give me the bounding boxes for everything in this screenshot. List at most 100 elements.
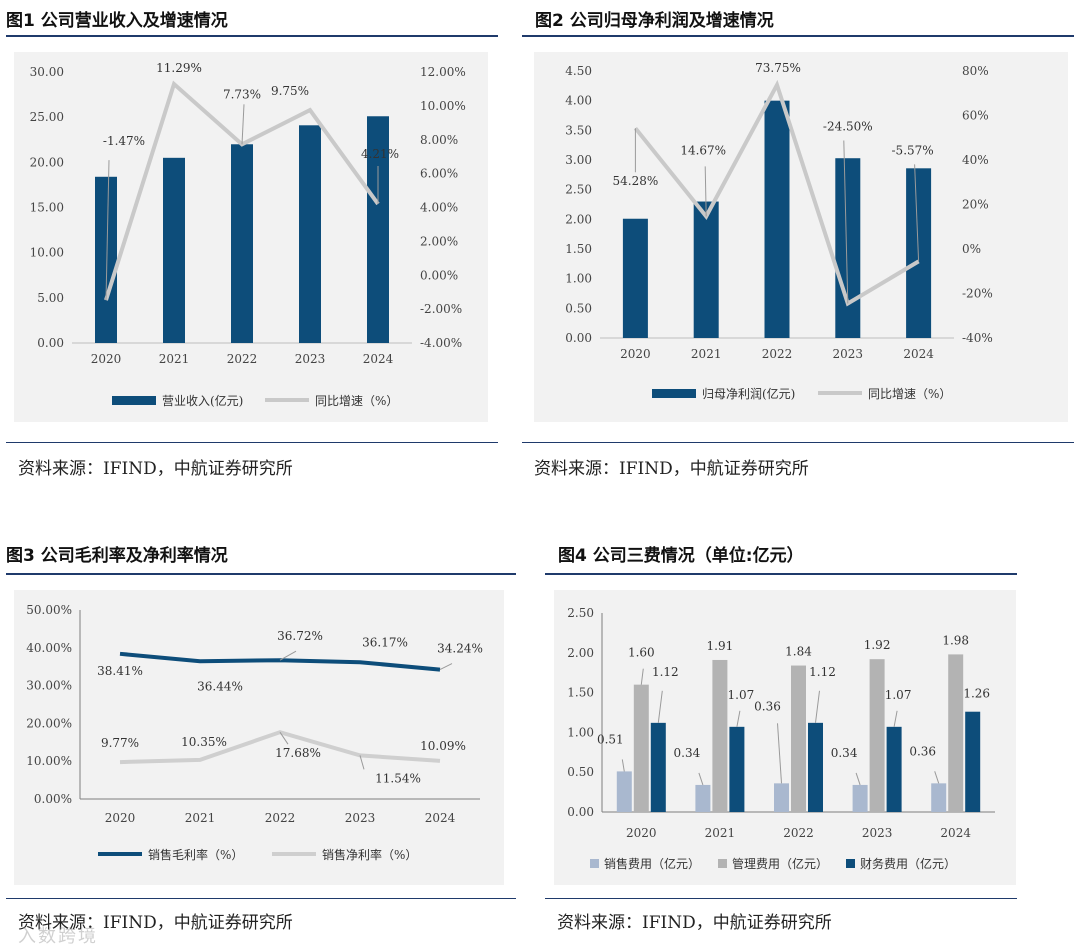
finance-expense-data-label: 1.12 — [809, 665, 836, 679]
y-tick-label: 0.00 — [567, 805, 594, 819]
fig1-title-text: 公司营业收入及增速情况 — [40, 11, 228, 31]
leader-line — [893, 710, 898, 727]
legend-admin-expense-swatch — [718, 859, 727, 868]
fig2-source: 资料来源：IFIND，中航证券研究所 — [534, 459, 809, 479]
y2-tick-label: 8.00% — [420, 133, 458, 147]
x-tick-label: 2023 — [862, 826, 893, 840]
y-tick-label: 1.00 — [565, 272, 592, 286]
watermark: 入数跨境 — [18, 926, 98, 947]
fig1-top-rule — [6, 35, 498, 37]
y2-tick-label: 80% — [962, 64, 989, 78]
y-tick-label: 5.00 — [37, 291, 64, 305]
x-tick-label: 2024 — [425, 811, 456, 825]
y2-tick-label: 12.00% — [420, 65, 466, 79]
leader-line — [105, 160, 110, 301]
admin-expense-bar — [712, 659, 728, 812]
sales-expense-data-label: 0.36 — [754, 699, 781, 713]
bar — [299, 125, 321, 344]
leader-line — [855, 772, 861, 786]
y2-tick-label: 60% — [962, 109, 989, 123]
fig4-chart: 2.50 2.00 1.50 1.00 0.50 0.00 2020 2021 2022 2023… — [554, 590, 1016, 885]
y-tick-label: 0.50 — [567, 765, 594, 779]
finance-expense-data-label: 1.07 — [728, 688, 755, 702]
bar — [764, 100, 790, 338]
y2-tick-label: -4.00% — [420, 336, 462, 350]
legend-line-label: 同比增速（%） — [868, 387, 951, 401]
growth-data-label: 73.75% — [755, 61, 801, 75]
leader-line — [777, 723, 782, 784]
leader-line — [621, 759, 625, 772]
leader-line — [241, 104, 245, 145]
y-tick-label: 15.00 — [30, 201, 64, 215]
x-tick-label: 2020 — [91, 352, 122, 366]
admin-expense-data-label: 1.92 — [864, 638, 891, 652]
sales-expense-data-label: 0.34 — [674, 746, 701, 760]
finance-expense-bar — [729, 726, 745, 812]
growth-data-label: -5.57% — [892, 143, 934, 157]
legend-finance-expense-swatch — [846, 859, 855, 868]
x-tick-label: 2021 — [691, 347, 722, 361]
sales-expense-bar — [616, 771, 632, 812]
fig2-label: 图2 — [535, 11, 564, 31]
y-tick-label: 50.00% — [26, 603, 72, 617]
admin-expense-data-label: 1.91 — [707, 639, 734, 653]
admin-expense-bar — [633, 684, 649, 812]
gross-data-label: 36.17% — [362, 635, 408, 649]
legend-net-label: 销售净利率（%） — [322, 847, 417, 862]
fig1-bottom-rule — [6, 442, 498, 443]
fig2-title: 图2 公司归母净利润及增速情况 — [535, 6, 774, 31]
growth-line — [633, 79, 920, 307]
fig4-label: 图4 — [558, 546, 587, 566]
bar — [622, 218, 648, 338]
bar — [367, 116, 389, 343]
growth-data-label: 14.67% — [680, 143, 726, 157]
y-tick-label: 3.50 — [565, 123, 592, 137]
growth-data-label: 54.28% — [613, 174, 659, 188]
leader-line — [843, 140, 849, 304]
net-data-label: 10.35% — [181, 735, 227, 749]
y-tick-label: 30.00% — [26, 679, 72, 693]
legend-bar-label: 归母净利润(亿元) — [702, 386, 795, 401]
x-tick-label: 2020 — [620, 347, 651, 361]
legend-gross-label: 销售毛利率（%） — [148, 847, 243, 862]
y-tick-label: 40.00% — [26, 641, 72, 655]
sales-expense-data-label: 0.36 — [909, 744, 936, 758]
x-tick-label: 2021 — [705, 826, 736, 840]
leader-line — [279, 731, 289, 745]
growth-data-label: -24.50% — [823, 120, 873, 134]
plot-background — [554, 590, 1016, 885]
sales-expense-data-label: 0.34 — [831, 746, 858, 760]
legend-bar-swatch — [652, 389, 696, 398]
gross-data-label: 38.41% — [97, 664, 143, 678]
fig2-bottom-rule — [522, 442, 1074, 443]
bar — [163, 157, 185, 343]
y-tick-label: 25.00 — [30, 110, 64, 124]
sales-expense-data-label: 0.51 — [597, 732, 624, 746]
leader-line — [736, 710, 741, 727]
y-tick-label: 10.00% — [26, 754, 72, 768]
bar — [693, 201, 719, 338]
legend-bar-label: 营业收入(亿元) — [162, 393, 243, 408]
growth-data-label: 7.73% — [223, 87, 261, 101]
fig3-bottom-rule — [6, 898, 516, 899]
bar — [835, 158, 861, 338]
leader-line — [279, 650, 297, 661]
growth-data-label: 4.21% — [361, 147, 399, 161]
finance-expense-data-label: 1.12 — [652, 665, 679, 679]
x-tick-label: 2022 — [762, 347, 793, 361]
leader-line — [439, 663, 453, 671]
y-tick-label: 20.00% — [26, 716, 72, 730]
net-data-label: 11.54% — [375, 771, 421, 785]
y2-tick-label: -20% — [962, 287, 993, 301]
fig4-title-text: 公司三费情况（单位:亿元） — [592, 546, 804, 566]
y-tick-label: 1.50 — [565, 242, 592, 256]
fig1-label: 图1 — [6, 11, 35, 31]
y-tick-label: 0.00% — [34, 792, 72, 806]
leader-line — [698, 772, 704, 786]
net-data-label: 17.68% — [275, 746, 321, 760]
legend-sales-expense-swatch — [590, 859, 599, 868]
x-tick-label: 2022 — [227, 352, 258, 366]
admin-expense-data-label: 1.84 — [785, 645, 812, 659]
finance-expense-data-label: 1.07 — [885, 688, 912, 702]
gross-data-label: 36.44% — [197, 679, 243, 693]
